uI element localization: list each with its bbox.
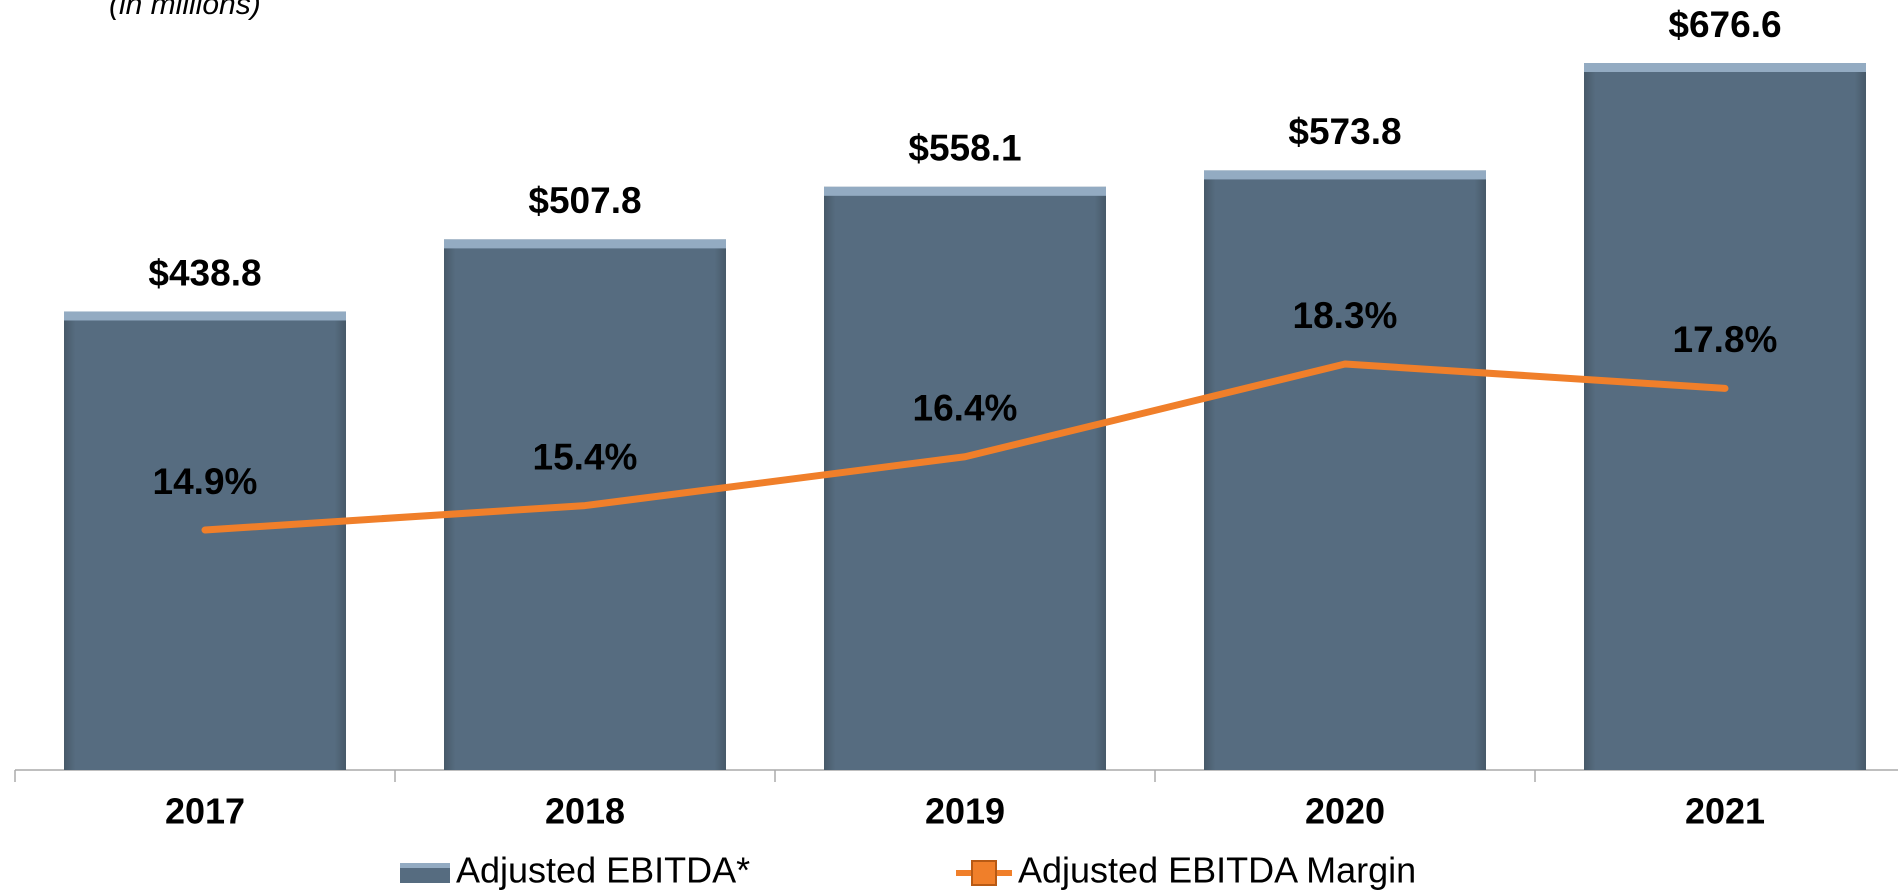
legend-marker (971, 860, 997, 886)
legend-swatch-top (400, 863, 450, 868)
bar-value-label: $573.8 (1288, 111, 1401, 152)
bar-top (1204, 170, 1486, 180)
x-tick-label: 2021 (1685, 791, 1765, 832)
bar-top (64, 311, 346, 321)
x-tick-label: 2019 (925, 791, 1005, 832)
line-value-label: 15.4% (533, 436, 638, 477)
subtitle: (in millions) (109, 0, 261, 21)
line-value-label: 17.8% (1673, 319, 1778, 360)
bar-shade (64, 311, 346, 770)
bar-top (824, 186, 1106, 196)
margin-line (201, 360, 1729, 534)
line-value-label: 16.4% (913, 388, 1018, 429)
line-value-label: 14.9% (153, 461, 258, 502)
legend-label: Adjusted EBITDA* (456, 850, 750, 891)
legend-label: Adjusted EBITDA Margin (1018, 850, 1416, 891)
line-value-label: 18.3% (1293, 295, 1398, 336)
bar-value-label: $507.8 (528, 180, 641, 221)
x-tick-label: 2018 (545, 791, 625, 832)
bar-top (444, 239, 726, 249)
bar-value-label: $558.1 (908, 128, 1021, 169)
bar-value-label: $676.6 (1668, 4, 1781, 45)
bar-value-label: $438.8 (148, 252, 261, 293)
bar-shade (1584, 63, 1866, 770)
x-tick-label: 2020 (1305, 791, 1385, 832)
x-tick-label: 2017 (165, 791, 245, 832)
bar-shade (824, 186, 1106, 770)
bar-top (1584, 63, 1866, 72)
bar-shade (1204, 170, 1486, 771)
